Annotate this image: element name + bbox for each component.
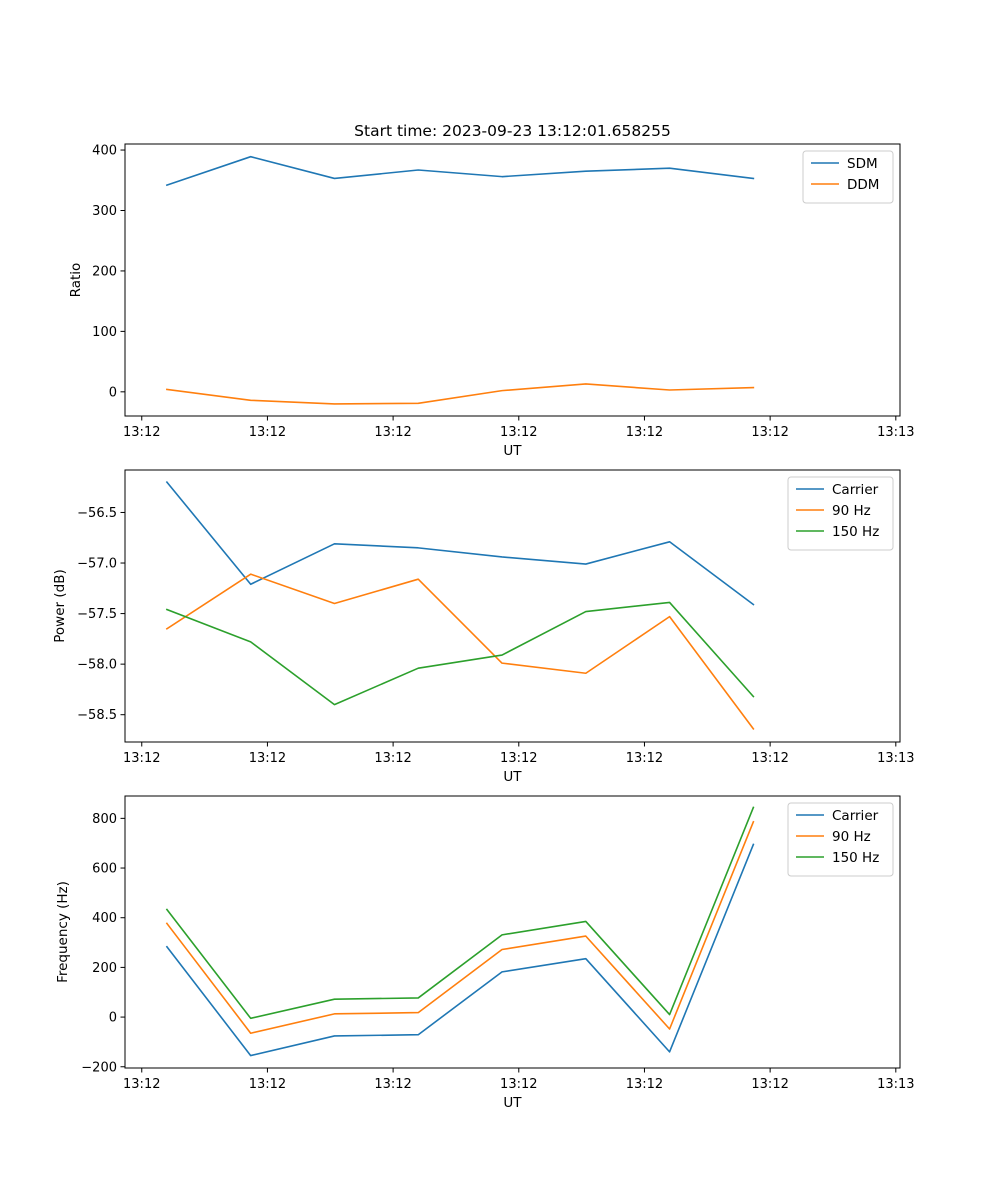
y-tick-label: −58.5 [77,708,117,723]
x-tick-label: 13:12 [123,425,160,440]
y-tick-label: −56.5 [77,506,117,521]
legend-label: Carrier [832,808,879,824]
x-tick-label: 13:12 [500,751,537,766]
x-axis-label: UT [503,769,522,785]
y-axis-label: Ratio [68,263,84,298]
legend-label: Carrier [832,482,879,498]
y-tick-label: 200 [92,264,117,279]
y-tick-label: 0 [109,385,117,400]
x-tick-label: 13:12 [249,425,286,440]
x-tick-label: 13:12 [626,751,663,766]
y-tick-label: 100 [92,325,117,340]
y-tick-label: 0 [109,1011,117,1026]
legend: Carrier 90 Hz 150 Hz [787,476,894,551]
x-axis-label: UT [503,443,522,459]
chart-panel-1: Start time: 2023-09-23 13:12:01.658255 13… [68,122,915,459]
legend-label: 90 Hz [832,829,871,845]
x-tick-label: 13:12 [123,1077,160,1092]
x-tick-label: 13:12 [751,751,788,766]
y-axis-label: Power (dB) [52,569,68,642]
legend: SDM DDM [802,150,894,204]
x-tick-label: 13:12 [626,1077,663,1092]
legend-box [802,150,894,204]
y-axis-label: Frequency (Hz) [55,881,71,983]
x-tick-label: 13:12 [751,1077,788,1092]
x-tick-label: 13:13 [877,751,914,766]
y-tick-label: 300 [92,204,117,219]
x-tick-label: 13:13 [877,1077,914,1092]
legend: Carrier 90 Hz 150 Hz [787,802,894,877]
y-tick-label: −57.5 [77,607,117,622]
x-tick-label: 13:12 [123,751,160,766]
series-line-150-hz [165,806,755,1020]
series-line-carrier [165,481,755,606]
y-tick-label: −58.0 [77,658,117,673]
series-line-ddm [165,383,755,405]
y-tick-label: 200 [92,961,117,976]
y-tick-label: 400 [92,911,117,926]
x-tick-label: 13:12 [500,425,537,440]
chart-title: Start time: 2023-09-23 13:12:01.658255 [354,122,671,140]
legend-label: SDM [847,156,878,172]
legend-label: 150 Hz [832,524,879,540]
y-tick-label: 400 [92,144,117,159]
chart-panel-3: 13:12 13:12 13:12 13:12 13:12 13:12 13:13 −200 0… [55,795,915,1111]
x-tick-label: 13:12 [249,1077,286,1092]
series-line-sdm [165,155,755,187]
x-tick-label: 13:12 [374,751,411,766]
axes-frame [124,795,901,1069]
x-tick-label: 13:12 [374,1077,411,1092]
axes-frame [124,143,901,417]
series-line-90-hz [165,573,755,730]
axes-frame [124,469,901,743]
y-tick-label: −57.0 [77,557,117,572]
y-tick-label: 600 [92,862,117,877]
y-tick-label: 800 [92,812,117,827]
x-tick-label: 13:12 [374,425,411,440]
x-tick-label: 13:12 [751,425,788,440]
x-axis-label: UT [503,1095,522,1111]
y-tick-label: −200 [81,1060,117,1075]
x-tick-label: 13:13 [877,425,914,440]
legend-label: DDM [847,177,879,193]
legend-label: 150 Hz [832,850,879,866]
x-tick-label: 13:12 [626,425,663,440]
series-line-90-hz [165,820,755,1035]
chart-panel-2: 13:12 13:12 13:12 13:12 13:12 13:12 13:13 −58.5… [52,469,915,785]
legend-label: 90 Hz [832,503,871,519]
series-line-150-hz [165,601,755,706]
x-tick-label: 13:12 [500,1077,537,1092]
series-line-carrier [165,843,755,1057]
x-tick-label: 13:12 [249,751,286,766]
